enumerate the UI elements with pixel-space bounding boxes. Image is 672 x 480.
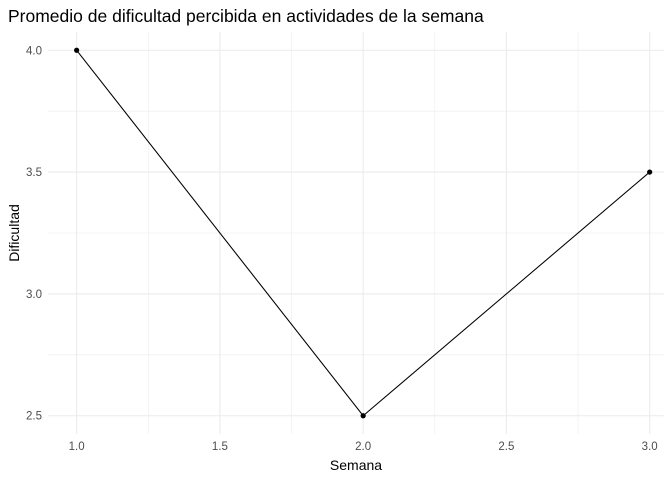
x-tick-label: 1.5 [212, 441, 228, 453]
y-tick-label: 4.0 [26, 45, 42, 57]
chart-title: Promedio de dificultad percibida en acti… [8, 6, 484, 26]
x-tick-label: 2.0 [355, 441, 371, 453]
y-tick-label: 3.0 [26, 289, 42, 301]
data-point [360, 413, 366, 419]
data-point [647, 169, 653, 175]
y-tick-label: 3.5 [26, 167, 42, 179]
x-tick-label: 2.5 [498, 441, 514, 453]
x-axis-title: Semana [330, 457, 382, 473]
y-tick-label: 2.5 [26, 411, 42, 423]
tick-labels: 1.0 1.5 2.0 2.5 3.0 2.5 3.0 3.5 4.0 [26, 45, 658, 453]
x-tick-label: 3.0 [642, 441, 658, 453]
series-layer [74, 47, 653, 419]
x-tick-label: 1.0 [69, 441, 85, 453]
data-point [74, 47, 80, 53]
grid-lines [48, 32, 664, 434]
y-axis-title: Dificultad [6, 204, 22, 262]
